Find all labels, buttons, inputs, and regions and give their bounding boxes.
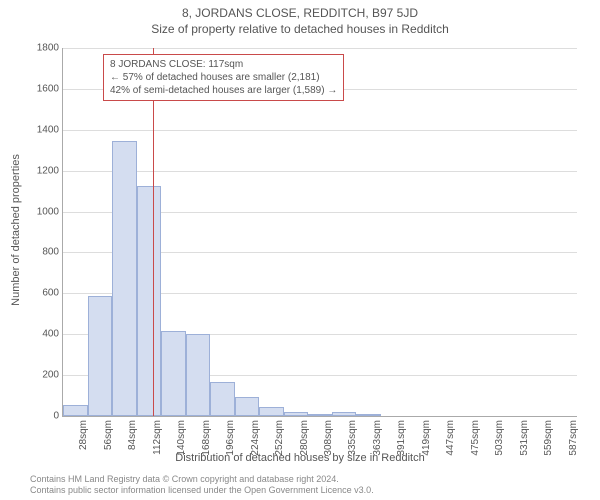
histogram-bar (284, 412, 309, 416)
x-axis-label: Distribution of detached houses by size … (0, 452, 600, 464)
x-tick-label: 224sqm (250, 420, 261, 456)
y-tick-label: 0 (53, 411, 63, 422)
footer-attribution: Contains HM Land Registry data © Crown c… (30, 474, 374, 496)
annotation-line: 42% of semi-detached houses are larger (… (110, 84, 337, 97)
histogram-bar (186, 334, 211, 416)
plot-area: 02004006008001000120014001600180028sqm56… (62, 48, 577, 417)
x-tick-label: 252sqm (274, 420, 285, 456)
histogram-bar (210, 382, 235, 416)
x-tick-label: 112sqm (152, 420, 163, 455)
grid-line (63, 130, 577, 131)
histogram-bar (356, 414, 381, 416)
y-tick-label: 1600 (37, 83, 63, 94)
grid-line (63, 171, 577, 172)
x-tick-label: 475sqm (470, 420, 481, 456)
y-tick-label: 400 (42, 329, 63, 340)
y-tick-label: 1200 (37, 165, 63, 176)
reference-line (153, 48, 154, 416)
histogram-bar (259, 407, 284, 416)
x-tick-label: 335sqm (347, 420, 358, 456)
x-tick-label: 84sqm (127, 420, 138, 450)
annotation-line: 8 JORDANS CLOSE: 117sqm (110, 58, 337, 71)
histogram-bar (137, 186, 162, 416)
grid-line (63, 48, 577, 49)
histogram-bar (63, 405, 88, 416)
x-tick-label: 363sqm (372, 420, 383, 456)
y-tick-label: 1400 (37, 124, 63, 135)
x-tick-label: 168sqm (201, 420, 212, 456)
x-tick-label: 503sqm (494, 420, 505, 456)
x-tick-label: 587sqm (568, 420, 579, 456)
x-tick-label: 140sqm (176, 420, 187, 456)
x-tick-label: 28sqm (78, 420, 89, 450)
x-tick-label: 531sqm (519, 420, 530, 456)
histogram-bar (235, 397, 260, 416)
x-tick-label: 559sqm (543, 420, 554, 456)
x-tick-label: 308sqm (323, 420, 334, 456)
histogram-bar (112, 141, 137, 416)
footer-line-2: Contains public sector information licen… (30, 485, 374, 496)
x-tick-label: 56sqm (103, 420, 114, 450)
y-tick-label: 200 (42, 370, 63, 381)
footer-line-1: Contains HM Land Registry data © Crown c… (30, 474, 374, 485)
histogram-bar (161, 331, 186, 416)
y-tick-label: 1000 (37, 206, 63, 217)
histogram-bar (308, 414, 333, 416)
x-tick-label: 196sqm (225, 420, 236, 456)
histogram-bar (332, 412, 357, 416)
chart-container: 8, JORDANS CLOSE, REDDITCH, B97 5JD Size… (0, 0, 600, 500)
y-tick-label: 800 (42, 247, 63, 258)
histogram-bar (88, 296, 113, 416)
title-sub: Size of property relative to detached ho… (0, 20, 600, 36)
y-tick-label: 1800 (37, 43, 63, 54)
x-tick-label: 391sqm (396, 420, 407, 456)
x-tick-label: 419sqm (421, 420, 432, 456)
x-tick-label: 447sqm (445, 420, 456, 456)
y-axis-label: Number of detached properties (10, 154, 22, 306)
x-tick-label: 280sqm (299, 420, 310, 456)
annotation-line: ← 57% of detached houses are smaller (2,… (110, 71, 337, 84)
title-main: 8, JORDANS CLOSE, REDDITCH, B97 5JD (0, 0, 600, 20)
y-tick-label: 600 (42, 288, 63, 299)
annotation-box: 8 JORDANS CLOSE: 117sqm← 57% of detached… (103, 54, 344, 101)
